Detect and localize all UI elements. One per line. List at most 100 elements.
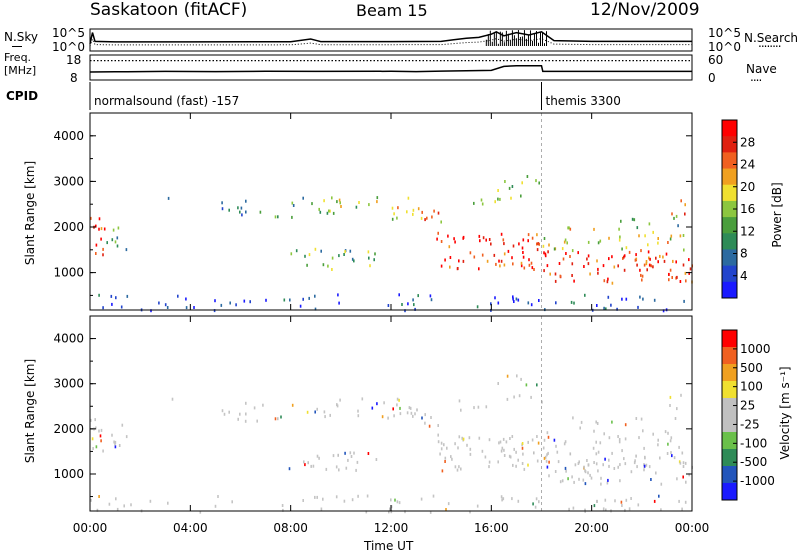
- velocity-cell: [116, 507, 119, 511]
- velocity-cell: [450, 455, 452, 459]
- velocity-cell: [497, 382, 499, 385]
- power-cell: [587, 262, 590, 266]
- velocity-cell: [553, 438, 556, 442]
- power-cell: [689, 267, 692, 271]
- power-cell: [522, 238, 525, 242]
- velocity-cell: [513, 447, 515, 451]
- cpid-ylabel: CPID: [6, 89, 39, 103]
- power-cell: [95, 243, 98, 247]
- nave-legend: ....: [750, 70, 762, 84]
- power-cell: [291, 215, 293, 219]
- power-cell: [344, 250, 346, 254]
- velocity-cell: [512, 463, 514, 467]
- velocity-cell: [506, 397, 509, 401]
- power-cell: [221, 201, 223, 205]
- power-cell: [424, 218, 426, 222]
- power-cell: [513, 300, 515, 303]
- power-cell: [417, 207, 420, 211]
- velocity-cell: [579, 426, 581, 430]
- power-cell: [229, 301, 231, 305]
- velocity-cell: [543, 456, 546, 460]
- power-cell: [538, 181, 540, 185]
- velocity-cell: [532, 502, 534, 506]
- power-cell: [290, 252, 293, 256]
- velocity-cell: [645, 463, 648, 467]
- velocity-cell: [437, 433, 439, 437]
- velocity-cell: [669, 439, 672, 443]
- power-cell: [376, 196, 379, 200]
- power-colorbar-swatch: [722, 265, 737, 283]
- velocity-colorbar-tick-label: -500: [740, 455, 767, 469]
- velocity-cell: [488, 465, 490, 469]
- velocity-cell: [638, 436, 640, 440]
- nave-ytick-top: 60: [708, 53, 723, 67]
- velocity-cell: [643, 463, 645, 467]
- velocity-cell: [424, 413, 426, 417]
- power-cell: [448, 245, 451, 249]
- power-cell: [597, 271, 599, 275]
- noise-ylabel-underline: [12, 46, 22, 47]
- velocity-cell: [517, 499, 520, 503]
- velocity-ytick-label: 1000: [53, 467, 84, 481]
- velocity-cell: [502, 437, 505, 441]
- power-cell: [538, 242, 540, 246]
- power-cell: [412, 298, 414, 302]
- velocity-cell: [593, 504, 596, 508]
- velocity-cell: [569, 452, 572, 456]
- velocity-cell: [596, 422, 599, 425]
- velocity-cell: [533, 451, 535, 455]
- power-cell: [498, 259, 500, 263]
- power-cell: [558, 262, 561, 265]
- velocity-cell: [473, 406, 475, 410]
- velocity-cell: [256, 419, 258, 423]
- power-cell: [571, 262, 574, 266]
- velocity-cell: [428, 424, 431, 428]
- velocity-colorbar-swatch: [722, 466, 737, 484]
- cpid-panel: normalsound (fast) -157 themis 3300: [89, 82, 621, 110]
- power-colorbar-swatch: [722, 233, 737, 250]
- velocity-cell: [546, 453, 548, 457]
- power-cell: [640, 249, 642, 253]
- velocity-cell: [606, 481, 609, 485]
- velocity-cell: [522, 452, 524, 456]
- velocity-cell: [443, 443, 445, 447]
- power-cell: [314, 294, 316, 298]
- power-colorbar-swatch: [722, 281, 737, 299]
- velocity-cell: [611, 451, 613, 455]
- power-cell: [533, 268, 535, 271]
- power-cell: [512, 262, 514, 266]
- power-cell: [126, 294, 129, 298]
- velocity-cell: [676, 477, 678, 481]
- power-cell: [623, 255, 625, 259]
- velocity-cell: [527, 463, 529, 467]
- velocity-cell: [291, 403, 294, 407]
- power-cell: [500, 232, 503, 236]
- power-cell: [568, 226, 570, 230]
- velocity-cell: [306, 410, 309, 414]
- power-cell: [164, 303, 167, 307]
- velocity-cell: [343, 499, 346, 503]
- velocity-cell: [563, 442, 566, 446]
- velocity-cell: [503, 448, 505, 452]
- velocity-cell: [396, 500, 399, 504]
- velocity-cell: [95, 445, 98, 449]
- velocity-colorbar-tick-label: -25: [740, 417, 760, 431]
- power-cell: [508, 186, 511, 190]
- velocity-cell: [580, 420, 583, 424]
- velocity-cell: [366, 494, 369, 498]
- noise-panel: 10^510^010^510^0: [52, 26, 741, 54]
- power-cell: [522, 255, 525, 259]
- velocity-cell: [281, 504, 284, 507]
- power-cell: [373, 258, 375, 262]
- power-cell: [586, 257, 588, 261]
- velocity-cell: [94, 418, 96, 422]
- power-cell: [512, 295, 514, 299]
- power-cell: [456, 267, 459, 271]
- nsearch-legend: ........: [758, 36, 781, 50]
- power-cell: [319, 210, 322, 214]
- velocity-cell: [509, 437, 511, 440]
- velocity-cell: [367, 452, 370, 455]
- power-cell: [481, 202, 484, 206]
- power-cell: [430, 298, 433, 302]
